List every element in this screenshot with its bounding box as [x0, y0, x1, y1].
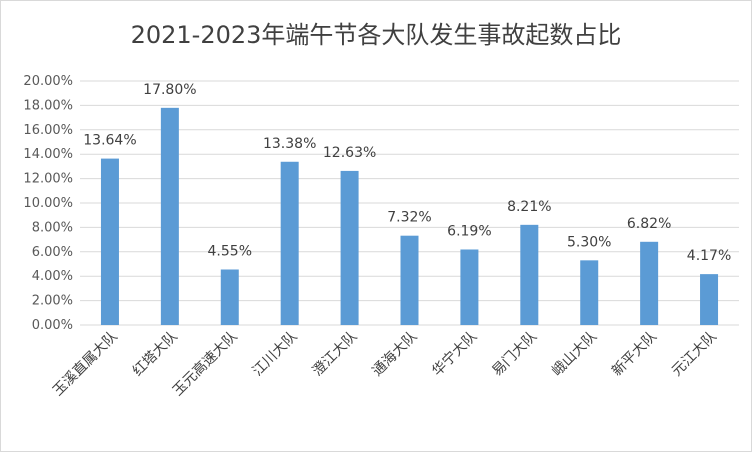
- y-tick-label: 12.00%: [23, 172, 73, 187]
- category-label: 易门大队: [489, 329, 540, 380]
- category-label: 通海大队: [369, 329, 420, 380]
- data-label: 6.82%: [627, 216, 671, 232]
- category-label: 华宁大队: [429, 328, 481, 380]
- bar: [160, 107, 179, 325]
- bar: [640, 241, 659, 325]
- y-tick-label: 2.00%: [32, 294, 73, 309]
- category-label: 红塔大队: [130, 329, 181, 380]
- y-tick-label: 16.00%: [23, 123, 73, 138]
- y-tick-label: 6.00%: [32, 245, 73, 260]
- bar: [520, 224, 539, 325]
- category-label: 新平大队: [609, 329, 660, 380]
- category-label: 峨山大队: [549, 329, 600, 380]
- y-tick-label: 18.00%: [23, 98, 73, 113]
- data-label: 4.55%: [208, 243, 252, 259]
- bar: [280, 161, 299, 325]
- y-tick-label: 4.00%: [32, 269, 73, 284]
- data-label: 8.21%: [507, 199, 551, 215]
- chart-title: 2021-2023年端午节各大队发生事故起数占比: [130, 21, 622, 49]
- data-label: 13.64%: [83, 133, 136, 149]
- data-label: 12.63%: [323, 145, 376, 161]
- category-label: 玉元高速大队: [169, 328, 240, 399]
- y-tick-label: 0.00%: [32, 318, 73, 333]
- y-tick-label: 14.00%: [23, 147, 73, 162]
- category-label: 玉溪直属大队: [49, 328, 120, 399]
- data-label: 6.19%: [447, 223, 491, 239]
- data-label: 13.38%: [263, 136, 316, 152]
- y-tick-label: 20.00%: [23, 74, 73, 89]
- category-label: 江川大队: [250, 329, 301, 380]
- bar: [400, 235, 419, 325]
- bar: [580, 260, 599, 325]
- category-label: 元江大队: [669, 329, 720, 380]
- bar: [460, 249, 479, 325]
- category-label: 澄江大队: [310, 329, 361, 380]
- data-label: 5.30%: [567, 234, 611, 250]
- data-label: 4.17%: [687, 248, 731, 264]
- y-tick-label: 8.00%: [32, 220, 73, 235]
- data-label: 7.32%: [387, 210, 431, 226]
- bar: [700, 274, 719, 325]
- bar: [220, 269, 239, 325]
- bar: [100, 158, 119, 325]
- data-label: 17.80%: [143, 82, 196, 98]
- bar: [340, 170, 359, 325]
- y-tick-label: 10.00%: [23, 196, 73, 211]
